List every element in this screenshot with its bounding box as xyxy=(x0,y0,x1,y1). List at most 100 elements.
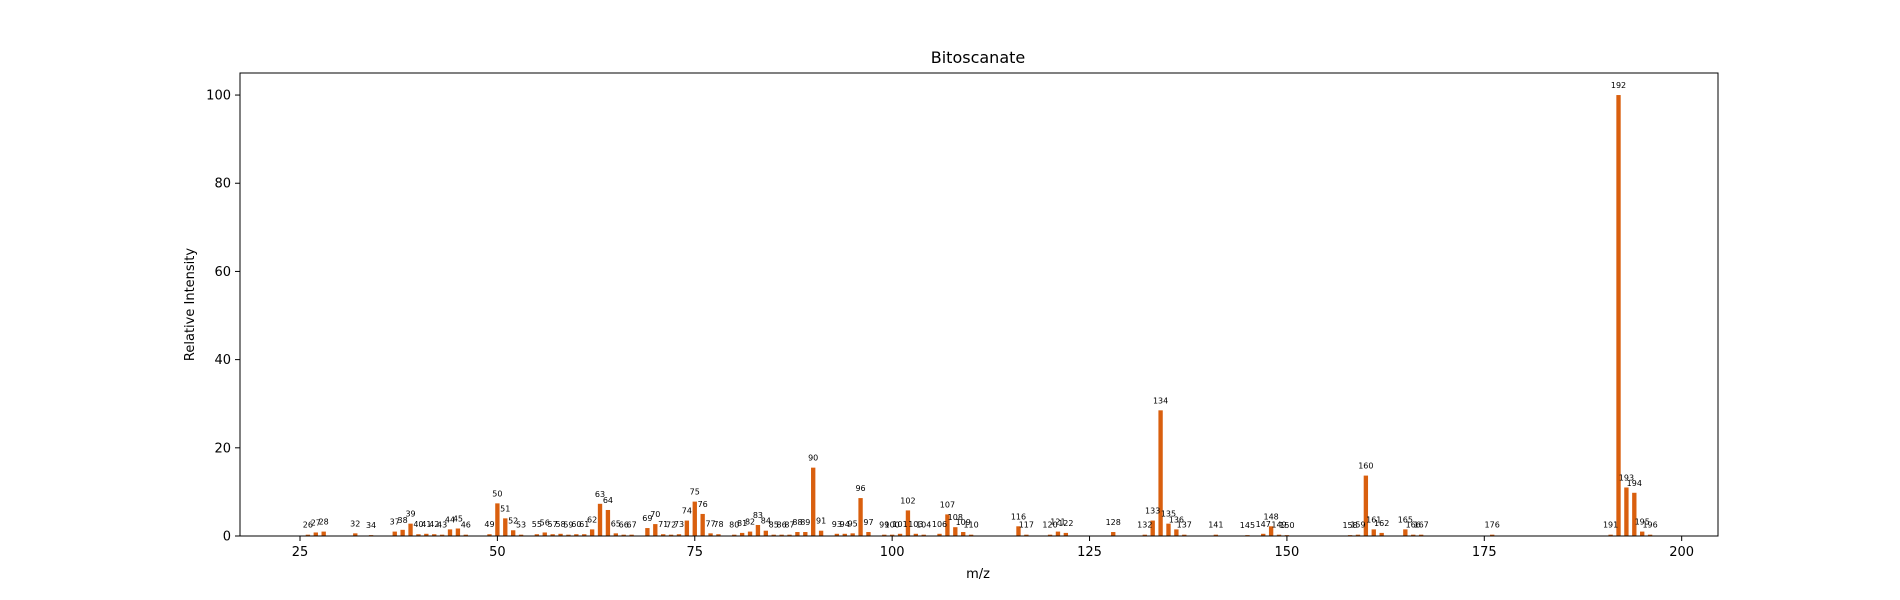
bar-mz-64 xyxy=(605,509,611,536)
bar-mz-165 xyxy=(1403,529,1408,536)
y-tick-label: 20 xyxy=(214,441,231,456)
bar-mz-74 xyxy=(684,520,690,536)
bar-mz-135 xyxy=(1166,523,1171,536)
bar-mz-116 xyxy=(1016,526,1021,536)
bar-mz-121 xyxy=(1055,531,1061,536)
bar-mz-108 xyxy=(953,527,958,536)
plot-frame xyxy=(239,72,1719,537)
bar-label-mz-65: 65 xyxy=(611,519,621,528)
bar-label-mz-159: 159 xyxy=(1350,521,1365,530)
bar-label-mz-67: 67 xyxy=(627,521,637,530)
bar-mz-76 xyxy=(700,513,705,536)
bar-label-mz-40: 40 xyxy=(413,520,423,529)
bar-mz-78 xyxy=(716,534,721,536)
bar-label-mz-196: 196 xyxy=(1642,521,1657,530)
y-tick-label: 40 xyxy=(214,353,231,368)
bar-label-mz-106: 106 xyxy=(932,520,947,529)
bar-label-mz-162: 162 xyxy=(1374,519,1389,528)
bar-mz-58 xyxy=(558,533,563,536)
bar-label-mz-158: 158 xyxy=(1342,521,1357,530)
bar-mz-147 xyxy=(1261,533,1266,536)
bar-mz-90 xyxy=(811,467,816,536)
bar-mz-61 xyxy=(582,534,587,536)
bar-mz-117 xyxy=(1024,534,1029,536)
bar-label-mz-51: 51 xyxy=(500,504,510,513)
bar-label-mz-194: 194 xyxy=(1627,479,1642,488)
bar-label-mz-96: 96 xyxy=(855,484,865,493)
bar-mz-62 xyxy=(589,529,595,536)
bar-label-mz-59: 59 xyxy=(563,521,573,530)
bar-label-mz-80: 80 xyxy=(729,521,739,530)
bar-mz-103 xyxy=(913,533,919,536)
bar-label-mz-50: 50 xyxy=(492,489,502,498)
bar-label-mz-69: 69 xyxy=(642,514,652,523)
bar-label-mz-76: 76 xyxy=(698,500,708,509)
bar-label-mz-63: 63 xyxy=(595,490,605,499)
bar-mz-134 xyxy=(1158,410,1163,536)
bar-label-mz-122: 122 xyxy=(1058,519,1073,528)
bar-label-mz-167: 167 xyxy=(1413,521,1428,530)
bar-mz-128 xyxy=(1111,532,1116,536)
bar-mz-167 xyxy=(1418,534,1424,536)
bar-label-mz-34: 34 xyxy=(366,521,376,530)
bar-mz-37 xyxy=(392,531,397,536)
bar-mz-93 xyxy=(834,533,840,536)
x-tick-label: 125 xyxy=(1077,545,1102,560)
bar-label-mz-100: 100 xyxy=(885,521,900,530)
bar-label-mz-109: 109 xyxy=(956,518,971,527)
bar-mz-160 xyxy=(1363,475,1369,536)
bar-label-mz-117: 117 xyxy=(1019,521,1034,530)
bar-label-mz-83: 83 xyxy=(753,511,763,520)
bar-label-mz-73: 73 xyxy=(674,520,684,529)
bar-label-mz-77: 77 xyxy=(705,519,715,528)
bar-mz-70 xyxy=(653,524,658,536)
bar-label-mz-191: 191 xyxy=(1603,521,1618,530)
bar-label-mz-150: 150 xyxy=(1279,521,1294,530)
y-tick-label: 80 xyxy=(214,177,231,192)
x-tick-label: 25 xyxy=(292,545,309,560)
bar-mz-39 xyxy=(408,523,413,536)
bar-mz-46 xyxy=(463,534,468,536)
x-axis: 25 50 75 100 125 150 175 200 xyxy=(292,536,1694,560)
bar-mz-65 xyxy=(613,533,618,536)
bar-mz-192 xyxy=(1616,95,1621,537)
bar-mz-161 xyxy=(1371,529,1376,536)
bar-mz-89 xyxy=(803,532,808,536)
bar-mz-52 xyxy=(511,530,516,536)
bar-mz-28 xyxy=(321,531,326,536)
bar-mz-49 xyxy=(487,534,492,536)
bar-label-mz-120: 120 xyxy=(1042,521,1057,530)
bar-label-mz-145: 145 xyxy=(1240,521,1255,530)
bar-mz-141 xyxy=(1213,534,1219,536)
bar-mz-193 xyxy=(1624,487,1629,536)
bar-label-mz-87: 87 xyxy=(784,521,794,530)
bar-mz-137 xyxy=(1182,534,1187,536)
bar-mz-75 xyxy=(692,501,697,536)
bar-mz-72 xyxy=(668,534,674,536)
bar-mz-82 xyxy=(747,531,753,536)
bar-mz-60 xyxy=(574,534,579,536)
bar-label-mz-43: 43 xyxy=(437,521,447,530)
bar-label-mz-166: 166 xyxy=(1406,521,1421,530)
bar-label-mz-165: 165 xyxy=(1398,515,1413,524)
bar-mz-26 xyxy=(305,534,311,536)
bar-label-mz-56: 56 xyxy=(540,518,550,527)
bar-label-mz-147: 147 xyxy=(1256,520,1271,529)
bar-label-mz-85: 85 xyxy=(769,521,779,530)
bar-label-mz-91: 91 xyxy=(816,517,826,526)
bar-label-mz-44: 44 xyxy=(445,515,455,524)
bar-mz-63 xyxy=(597,503,603,536)
bar-mz-191 xyxy=(1608,534,1613,536)
bar-label-mz-193: 193 xyxy=(1619,474,1634,483)
bar-label-mz-52: 52 xyxy=(508,516,518,525)
bar-mz-71 xyxy=(661,534,666,536)
bar-mz-57 xyxy=(550,534,555,536)
bar-label-mz-93: 93 xyxy=(832,520,842,529)
bar-mz-107 xyxy=(945,514,950,536)
bar-mz-102 xyxy=(905,510,911,536)
bar-label-mz-148: 148 xyxy=(1263,512,1278,521)
bar-label-mz-75: 75 xyxy=(690,488,700,497)
bar-mz-86 xyxy=(779,534,784,536)
